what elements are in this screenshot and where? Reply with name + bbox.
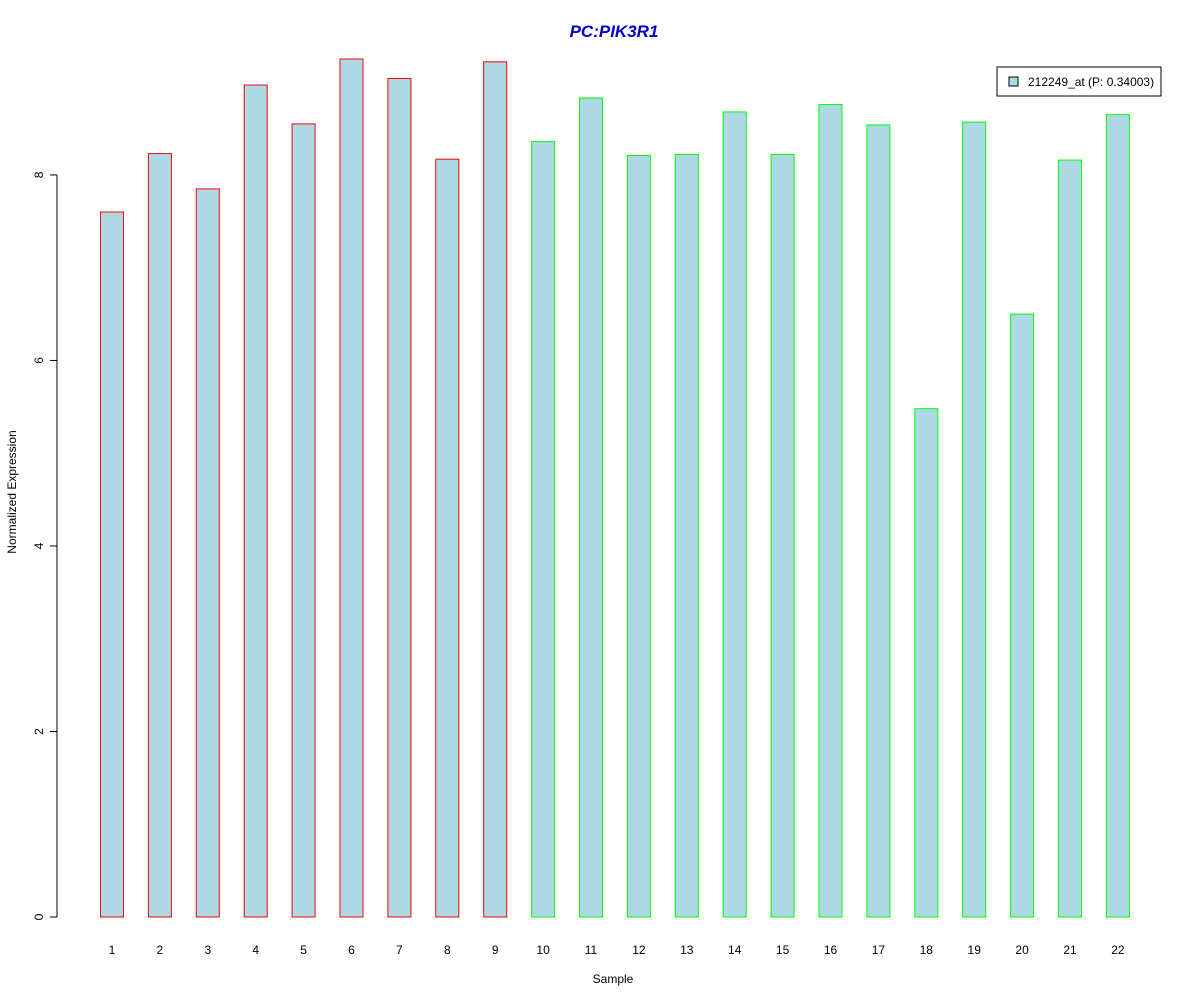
x-tick-label: 20 (1015, 943, 1029, 957)
bar-sample-1 (100, 211, 124, 918)
y-tick-label: 0 (32, 913, 46, 920)
x-tick-label: 14 (728, 943, 742, 957)
bar-sample-9 (483, 61, 508, 918)
x-tick-label: 9 (492, 943, 499, 957)
x-tick-label: 12 (632, 943, 646, 957)
x-tick-label: 10 (536, 943, 550, 957)
bar-sample-12 (626, 155, 651, 918)
bar-sample-16 (818, 104, 843, 918)
x-tick-label: 5 (300, 943, 307, 957)
bar-sample-14 (722, 111, 747, 918)
bar-sample-2 (147, 153, 172, 918)
bar-sample-15 (770, 154, 795, 918)
bar-sample-21 (1058, 159, 1082, 918)
x-tick-label: 1 (109, 943, 116, 957)
x-tick-label: 21 (1063, 943, 1077, 957)
y-axis: 0 2 4 6 8 (32, 171, 58, 920)
bar-sample-3 (195, 188, 220, 918)
bar-sample-22 (1105, 114, 1130, 918)
x-tick-label: 4 (252, 943, 259, 957)
y-axis-title: Normalized Expression (5, 430, 19, 553)
x-tick-label: 3 (204, 943, 211, 957)
legend-swatch (1008, 76, 1019, 87)
chart-title: PC:PIK3R1 (570, 22, 659, 41)
legend: 212249_at (P: 0.34003) (996, 66, 1162, 97)
x-tick-label: 6 (348, 943, 355, 957)
x-tick-label: 13 (680, 943, 694, 957)
legend-label: 212249_at (P: 0.34003) (1028, 75, 1154, 89)
y-tick-label: 2 (32, 728, 46, 735)
bar-sample-6 (339, 58, 364, 918)
x-tick-label: 17 (872, 943, 886, 957)
x-tick-label: 8 (444, 943, 451, 957)
bar-sample-20 (1010, 313, 1035, 918)
x-tick-label: 16 (824, 943, 838, 957)
x-axis-title: Sample (593, 972, 634, 986)
legend-box (996, 66, 1162, 97)
x-tick-label: 22 (1111, 943, 1125, 957)
bar-sample-10 (531, 141, 556, 918)
y-tick-label: 4 (32, 542, 46, 549)
bar-sample-18 (914, 408, 939, 918)
y-tick-label: 8 (32, 171, 46, 178)
y-tick-label: 6 (32, 357, 46, 364)
bar-sample-4 (243, 84, 268, 918)
bar-sample-7 (387, 78, 412, 918)
bar-sample-13 (674, 154, 699, 918)
x-tick-labels: 1 2 3 4 5 6 7 8 9 10 11 12 13 14 15 16 17 18 19 20 21 22 (109, 943, 1125, 957)
x-tick-label: 19 (968, 943, 982, 957)
bar-sample-19 (962, 121, 987, 918)
x-tick-label: 18 (920, 943, 934, 957)
x-tick-label: 7 (396, 943, 403, 957)
bar-sample-17 (866, 124, 891, 918)
bar-sample-8 (435, 158, 460, 918)
bars (100, 58, 1130, 918)
bar-sample-5 (291, 123, 316, 918)
bar-sample-11 (579, 97, 603, 918)
x-tick-label: 11 (585, 943, 598, 957)
x-tick-label: 15 (776, 943, 790, 957)
x-tick-label: 2 (157, 943, 164, 957)
